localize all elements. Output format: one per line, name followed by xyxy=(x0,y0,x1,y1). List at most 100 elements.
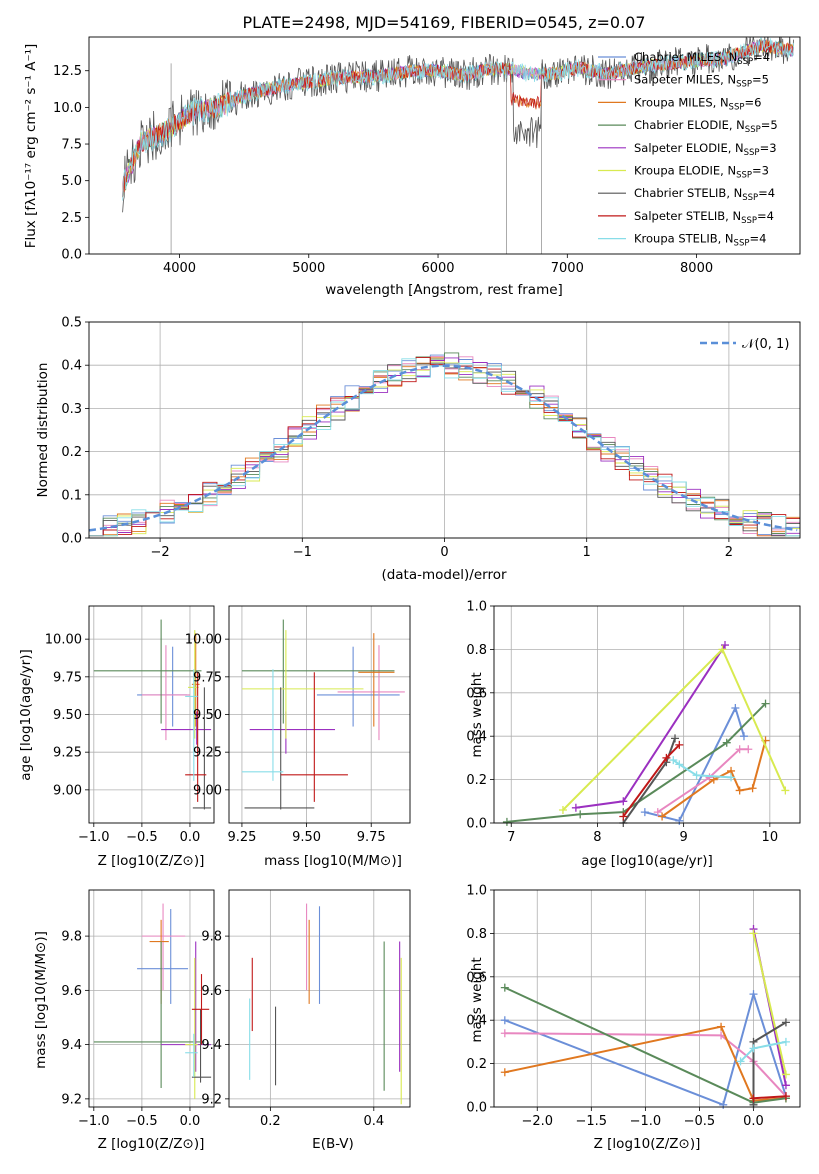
x-tick-label: 8000 xyxy=(680,261,713,276)
weight-line xyxy=(504,1032,787,1097)
y-tick-label: 9.00 xyxy=(193,783,222,798)
y-tick-label: 9.75 xyxy=(53,670,82,685)
y-tick-label: 12.5 xyxy=(53,64,82,79)
weight-marker xyxy=(722,738,731,747)
x-tick-label: −0.5 xyxy=(126,1114,158,1129)
chart-title: PLATE=2498, MJD=54169, FIBERID=0545, z=0… xyxy=(242,13,645,32)
residuals-xlabel: (data-model)/error xyxy=(381,567,507,583)
legend-label: Kroupa STELIB, NSSP=4 xyxy=(634,232,766,249)
spectrum-ylabel: Flux [fλ10⁻¹⁷ erg cm⁻² s⁻¹ A⁻¹] xyxy=(23,44,39,249)
weight-marker xyxy=(500,983,509,992)
mass-vs-Z-xlabel: Z [log10(Z/Z⊙)] xyxy=(98,1136,205,1152)
spectrum-xlabel: wavelength [Angstrom, rest frame] xyxy=(325,282,563,298)
x-tick-label: 10 xyxy=(762,830,779,845)
axes-frame xyxy=(88,889,215,1108)
weight-marker xyxy=(500,1016,509,1025)
weight-line xyxy=(752,933,787,1075)
x-tick-label: 6000 xyxy=(421,261,454,276)
weight-marker xyxy=(658,812,667,821)
legend-label: Kroupa ELODIE, NSSP=3 xyxy=(634,164,769,181)
x-tick-label: 4000 xyxy=(163,261,196,276)
weight-marker xyxy=(781,1037,790,1046)
weight-marker xyxy=(571,803,580,812)
x-tick-label: 7 xyxy=(507,830,515,845)
y-tick-label: 0.4 xyxy=(466,730,487,745)
y-tick-label: 0.6 xyxy=(466,970,487,985)
weight-marker xyxy=(576,810,585,819)
y-tick-label: 0.8 xyxy=(466,643,487,658)
weight-vs-age-panel: 7 8 9 10 0.0 0.2 0.4 0.6 0.8 1.0 xyxy=(466,600,801,845)
y-tick-label: 2.5 xyxy=(61,211,82,226)
x-tick-label: 9 xyxy=(679,830,687,845)
weight-marker xyxy=(736,1057,745,1066)
weight-marker xyxy=(675,740,684,749)
y-tick-label: 0.4 xyxy=(61,359,82,374)
legend-label: Kroupa MILES, NSSP=6 xyxy=(634,95,761,112)
weight-marker xyxy=(749,1094,758,1103)
y-tick-label: 9.8 xyxy=(61,930,82,945)
legend-label: Chabrier STELIB, NSSP=4 xyxy=(634,186,775,203)
weight-marker xyxy=(675,816,684,825)
x-tick-label: −1 xyxy=(293,545,312,560)
y-tick-label: 0.4 xyxy=(466,1014,487,1029)
x-tick-label: −0.5 xyxy=(126,830,158,845)
weight-marker xyxy=(669,756,678,765)
residual-histogram xyxy=(89,358,800,537)
weight-marker xyxy=(749,990,758,999)
weight-line xyxy=(672,759,732,779)
y-tick-label: 9.8 xyxy=(201,930,222,945)
weight-marker xyxy=(500,1029,509,1038)
legend-label: Salpeter ELODIE, NSSP=3 xyxy=(634,141,777,158)
weight-marker xyxy=(619,797,628,806)
y-tick-label: 0.2 xyxy=(466,773,487,788)
x-tick-label: −1.0 xyxy=(78,1114,110,1129)
weight-marker xyxy=(675,760,684,769)
x-tick-label: 1 xyxy=(583,545,591,560)
x-tick-label: 0.4 xyxy=(363,1114,384,1129)
spectrum-model-line xyxy=(122,37,794,201)
weight-marker xyxy=(705,773,714,782)
x-tick-label: 9.50 xyxy=(292,830,321,845)
y-tick-label: 9.6 xyxy=(61,984,82,999)
y-tick-label: 9.50 xyxy=(53,708,82,723)
y-tick-label: 0.8 xyxy=(466,927,487,942)
age-vs-metallicity-panel: −1.0 −0.5 0.0 9.00 9.25 9.50 9.75 10.00 xyxy=(45,605,215,845)
y-tick-label: 0.0 xyxy=(466,817,487,832)
x-tick-label: 5000 xyxy=(292,261,325,276)
y-tick-label: 0.3 xyxy=(61,402,82,417)
x-tick-label: −1.5 xyxy=(576,1114,608,1129)
age-vs-Z-xlabel: Z [log10(Z/Z⊙)] xyxy=(98,853,205,869)
axes-frame xyxy=(88,321,801,539)
x-tick-label: 8 xyxy=(593,830,601,845)
weight-marker xyxy=(558,805,567,814)
weight-marker xyxy=(717,1022,726,1031)
y-tick-label: 0.5 xyxy=(61,316,82,331)
weight-line xyxy=(753,1095,786,1100)
axes-frame xyxy=(493,605,801,824)
y-tick-label: 0.2 xyxy=(61,445,82,460)
weight-marker xyxy=(761,699,770,708)
weight-marker xyxy=(748,784,757,793)
weight-marker xyxy=(717,1031,726,1040)
weight-marker xyxy=(781,1092,790,1101)
y-tick-label: 9.4 xyxy=(61,1038,82,1053)
weight-line xyxy=(661,740,767,818)
weight-marker xyxy=(718,645,727,654)
x-tick-label: −2 xyxy=(151,545,170,560)
y-tick-label: 9.2 xyxy=(61,1092,82,1107)
weight-marker xyxy=(721,641,730,650)
x-tick-label: 0 xyxy=(440,545,448,560)
x-tick-label: 0.0 xyxy=(743,1114,764,1129)
weight-marker xyxy=(781,1081,790,1090)
x-tick-label: −0.5 xyxy=(684,1114,716,1129)
mass-vs-metallicity-panel: −1.0 −0.5 0.0 9.2 9.4 9.6 9.8 xyxy=(61,889,215,1129)
y-tick-label: 0.6 xyxy=(466,686,487,701)
axes-frame xyxy=(228,605,411,824)
x-tick-label: −1.0 xyxy=(78,830,110,845)
y-tick-label: 10.00 xyxy=(45,633,82,648)
weight-marker xyxy=(662,753,671,762)
weight-marker xyxy=(502,817,511,826)
weight-marker xyxy=(671,734,680,743)
mass-vs-Z-ylabel: mass [log10(M/M⊙)] xyxy=(33,931,49,1069)
